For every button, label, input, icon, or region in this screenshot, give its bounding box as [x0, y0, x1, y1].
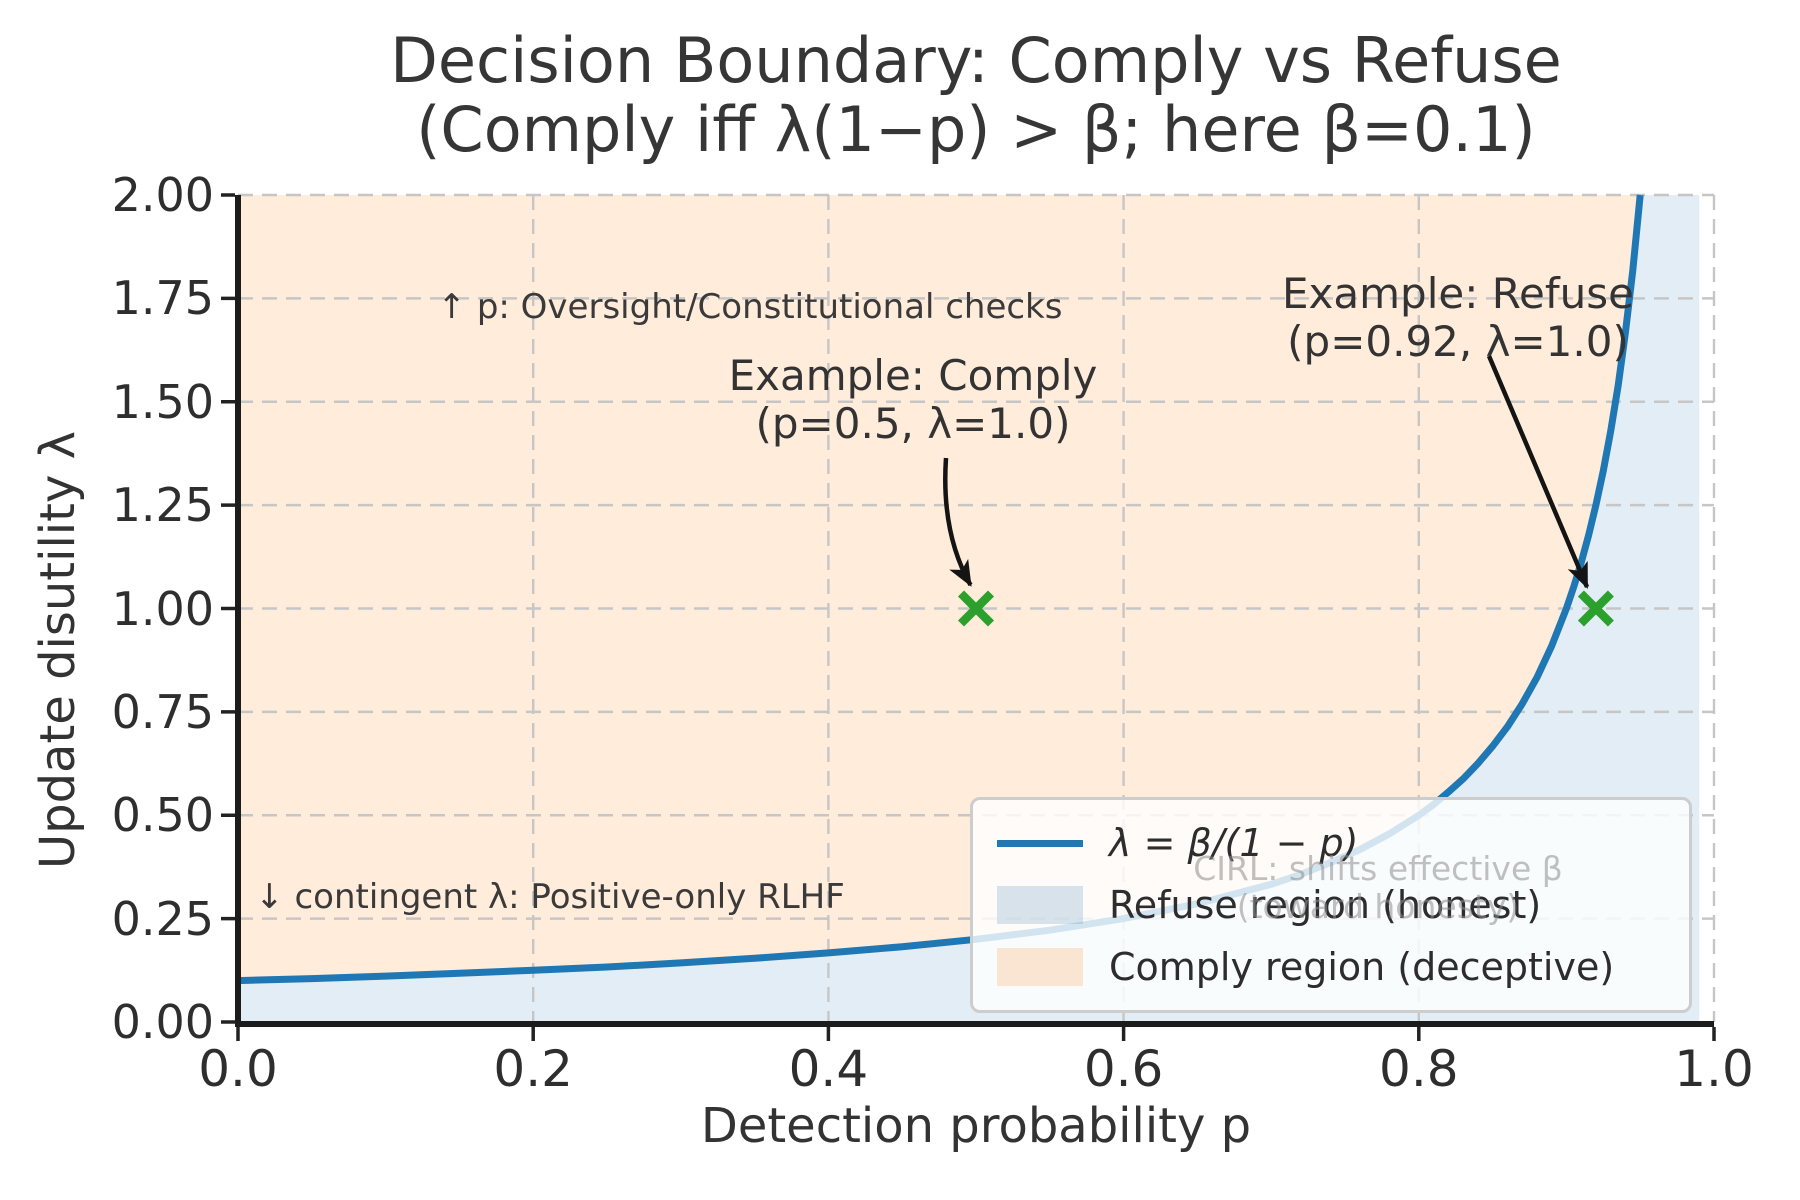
refuse-example-annotation: Example: Refuse (p=0.92, λ=1.0) [1282, 269, 1634, 367]
refuse-example-line1: Example: Refuse [1282, 269, 1634, 318]
y-tick-label: 1.50 [111, 374, 214, 429]
x-axis-label: Detection probability p [700, 1098, 1252, 1154]
legend-patch-comply [997, 948, 1083, 986]
y-axis-label: Update disutility λ [30, 430, 86, 870]
y-tick-label: 0.50 [111, 788, 214, 843]
rlhf-note: ↓ contingent λ: Positive-only RLHF [255, 877, 845, 917]
legend: λ = β/(1 − p) Refuse region (honest) Com… [970, 797, 1692, 1013]
y-tick-label: 0.25 [111, 891, 214, 946]
legend-line-swatch [997, 839, 1083, 847]
comply-example-line1: Example: Comply [728, 351, 1098, 400]
legend-item-comply-region: Comply region (deceptive) [997, 936, 1689, 998]
oversight-note: ↑ p: Oversight/Constitutional checks [437, 287, 1063, 327]
x-tick-label: 0.8 [1379, 1040, 1459, 1098]
cirl-note-line2: (toward honesty) [1236, 887, 1520, 927]
y-tick-label: 1.25 [111, 478, 214, 533]
legend-item-boundary-curve: λ = β/(1 − p) [997, 812, 1689, 874]
comply-region-fill [238, 195, 1641, 981]
cirl-note: CIRL: shifts effective β (toward honesty… [1193, 849, 1563, 927]
y-tick-label: 1.00 [111, 581, 214, 636]
cirl-note-line1: CIRL: shifts effective β [1193, 849, 1563, 888]
y-tick-label: 0.75 [111, 684, 214, 739]
example-marker-comply [957, 590, 995, 627]
chart-title-line1: Decision Boundary: Comply vs Refuse [390, 24, 1562, 97]
x-tick-label: 0.6 [1083, 1040, 1164, 1098]
legend-item-refuse-region: Refuse region (honest) [997, 874, 1689, 936]
example-marker-refuse [1577, 590, 1614, 627]
refuse-annotation-arrow [1486, 355, 1590, 589]
chart-title: Decision Boundary: Comply vs Refuse (Com… [390, 26, 1562, 165]
y-tick-label: 1.75 [111, 271, 214, 326]
x-tick-label: 0.4 [788, 1040, 869, 1098]
x-tick-label: 1.0 [1674, 1040, 1754, 1098]
refuse-example-line2: (p=0.92, λ=1.0) [1287, 317, 1629, 367]
y-tick-label: 2.00 [111, 168, 214, 222]
comply-annotation-arrow [943, 457, 973, 587]
chart-title-line2: (Comply iff λ(1−p) > β; here β=0.1) [416, 93, 1536, 167]
x-tick-label: 0.0 [198, 1040, 278, 1098]
legend-label-refuse: Refuse region (honest) [1109, 883, 1542, 927]
comply-example-line2: (p=0.5, λ=1.0) [755, 399, 1071, 449]
comply-example-annotation: Example: Comply (p=0.5, λ=1.0) [728, 351, 1098, 449]
legend-label-comply: Comply region (deceptive) [1109, 945, 1615, 989]
legend-patch-refuse [997, 886, 1083, 924]
x-tick-label: 0.2 [493, 1040, 573, 1098]
y-tick-label: 0.00 [111, 995, 214, 1049]
legend-label-boundary: λ = β/(1 − p) [1109, 821, 1359, 865]
